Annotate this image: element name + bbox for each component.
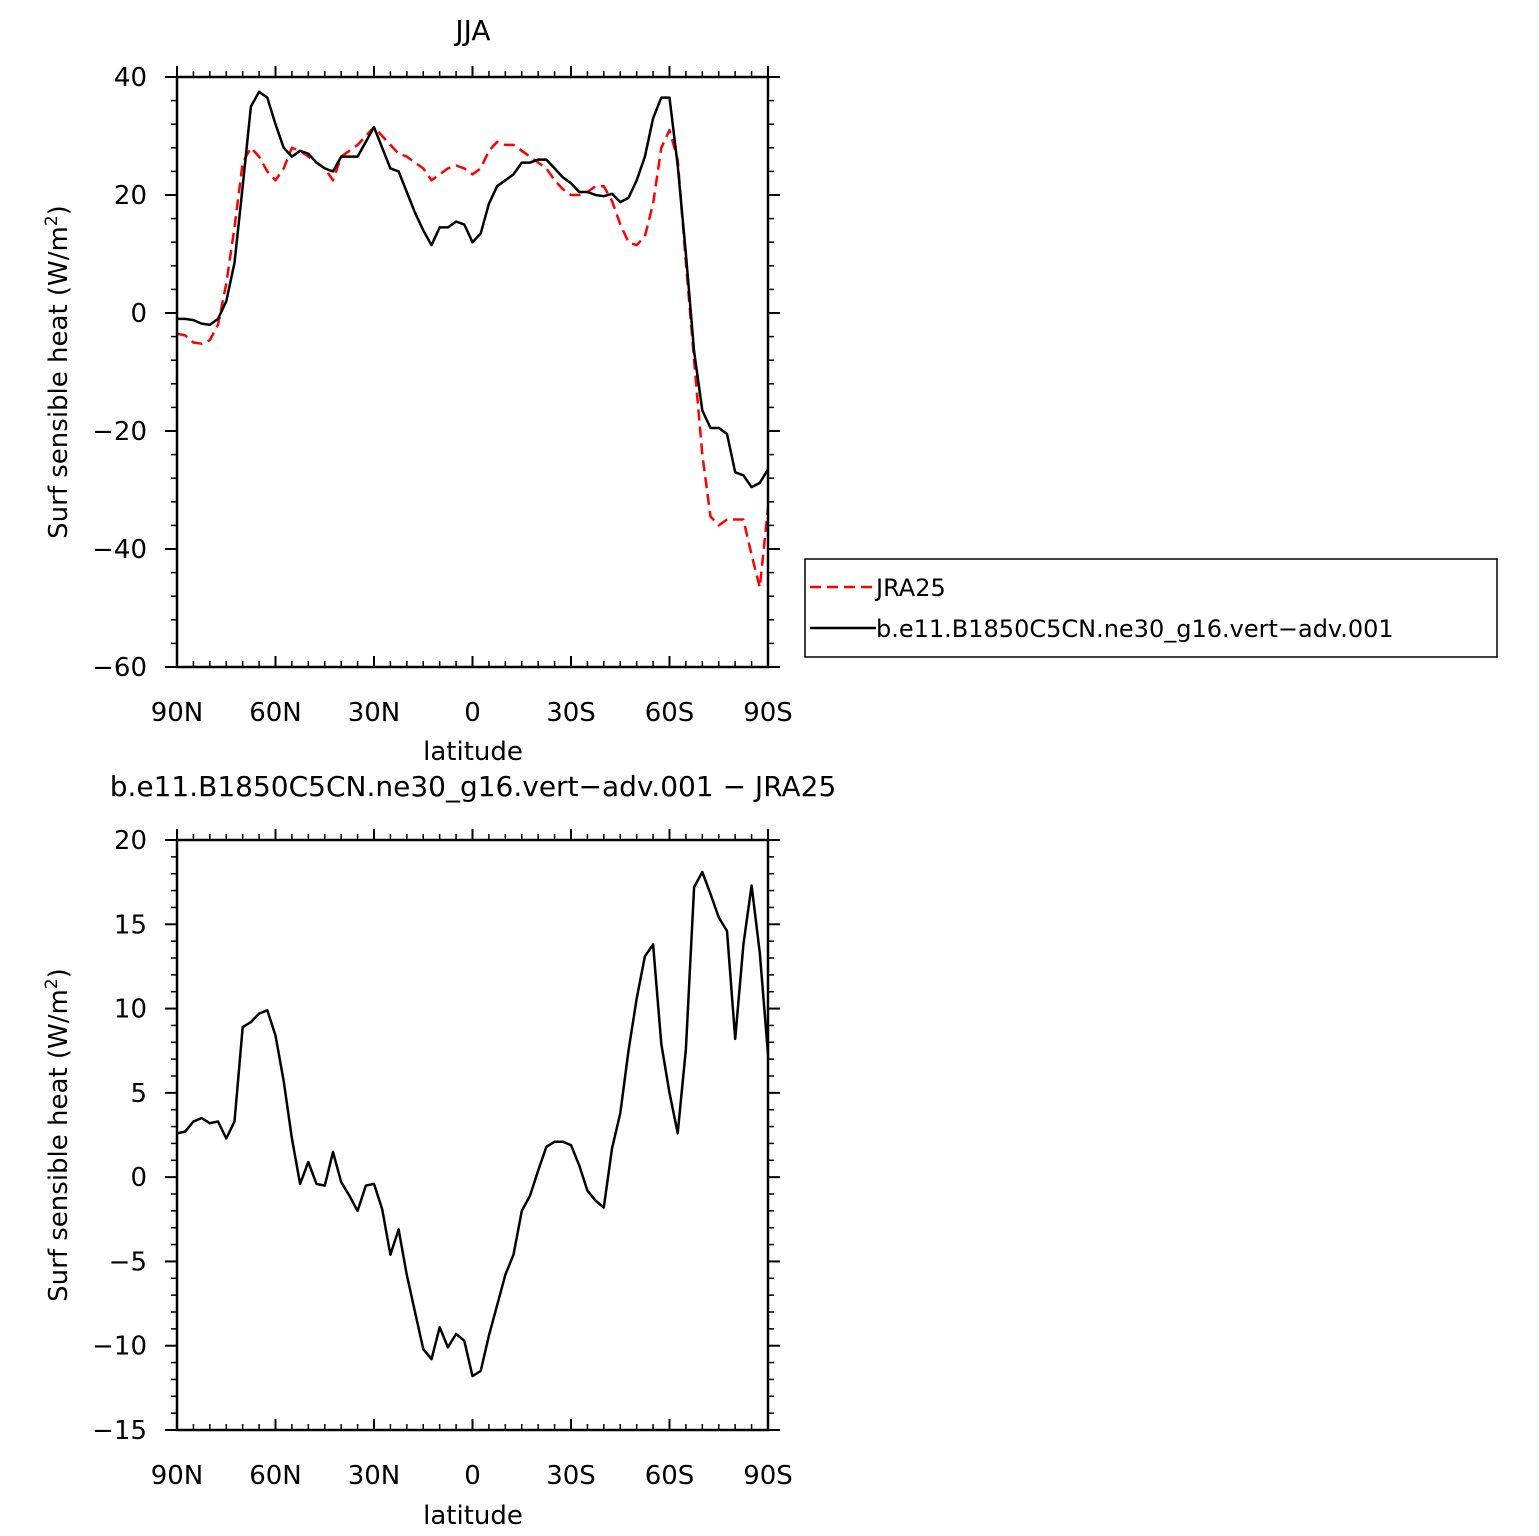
y-tick-label: 0 [130, 1163, 147, 1193]
series-line-model [177, 90, 770, 489]
x-axis-label: latitude [423, 737, 523, 767]
plot-frame [175, 75, 770, 669]
y-axis-label-main: Surf sensible heat (W/m [44, 989, 74, 1302]
panel-bottom-difference: b.e11.B1850C5CN.ne30_g16.vert−adv.001 − … [42, 770, 836, 1531]
legend-label-model: b.e11.B1850C5CN.ne30_g16.vert−adv.001 [876, 615, 1394, 643]
y-tick-label: −40 [92, 535, 147, 565]
y-tick-label: 20 [114, 826, 147, 856]
y-axis-label-close: ) [44, 968, 74, 978]
y-axis-label-superscript: 2 [42, 978, 62, 989]
y-axis-label-superscript: 2 [42, 215, 62, 226]
x-tick-label: 0 [464, 698, 481, 728]
y-axis-label: Surf sensible heat (W/m2) [42, 968, 74, 1302]
x-tick-label: 30S [546, 1461, 596, 1491]
y-tick-label: −5 [109, 1247, 147, 1277]
y-tick-label: 0 [130, 299, 147, 329]
axis-ticks: 90N 60N 30N 0 30S 60S 90S −60 −40 −20 0 20 40 [92, 63, 793, 728]
x-tick-label: 90N [151, 698, 204, 728]
x-tick-label: 90S [743, 698, 793, 728]
axis-ticks: 90N 60N 30N 0 30S 60S 90S −15 −10 −5 0 5 10 15 20 [92, 826, 793, 1491]
y-tick-label: −20 [92, 417, 147, 447]
y-tick-label: 40 [114, 63, 147, 93]
y-tick-label: −10 [92, 1332, 147, 1362]
panel-top-jja: JJA latitude Surf sensible heat (W/m2) 9… [42, 14, 1498, 767]
plot-frame [175, 838, 770, 1432]
x-tick-label: 60N [249, 1461, 302, 1491]
x-tick-label: 60S [645, 1461, 695, 1491]
series-line-jra25 [176, 125, 770, 589]
series-line-difference [176, 870, 770, 1378]
y-axis-label-main: Surf sensible heat (W/m [44, 226, 74, 539]
x-tick-label: 30N [348, 1461, 401, 1491]
x-tick-label: 60S [645, 698, 695, 728]
y-tick-label: 15 [114, 910, 147, 940]
x-tick-label: 90N [151, 1461, 204, 1491]
x-tick-label: 60N [249, 698, 302, 728]
y-tick-label: 10 [114, 995, 147, 1025]
data-lines [176, 90, 770, 589]
y-axis-label: Surf sensible heat (W/m2) [42, 205, 74, 539]
y-tick-label: 20 [114, 181, 147, 211]
legend-box [804, 558, 1498, 658]
x-tick-label: 30S [546, 698, 596, 728]
y-tick-label: 5 [130, 1079, 147, 1109]
legend: JRA25 b.e11.B1850C5CN.ne30_g16.vert−adv.… [804, 558, 1498, 658]
x-tick-label: 90S [743, 1461, 793, 1491]
x-tick-label: 0 [464, 1461, 481, 1491]
y-axis-label-close: ) [44, 205, 74, 215]
chart-title: b.e11.B1850C5CN.ne30_g16.vert−adv.001 − … [110, 770, 837, 803]
legend-label-jra25: JRA25 [874, 574, 946, 602]
chart-title: JJA [453, 14, 490, 47]
data-lines [176, 870, 770, 1378]
x-axis-label: latitude [423, 1501, 523, 1531]
x-tick-label: 30N [348, 698, 401, 728]
y-tick-label: −60 [92, 653, 147, 683]
y-tick-label: −15 [92, 1416, 147, 1446]
